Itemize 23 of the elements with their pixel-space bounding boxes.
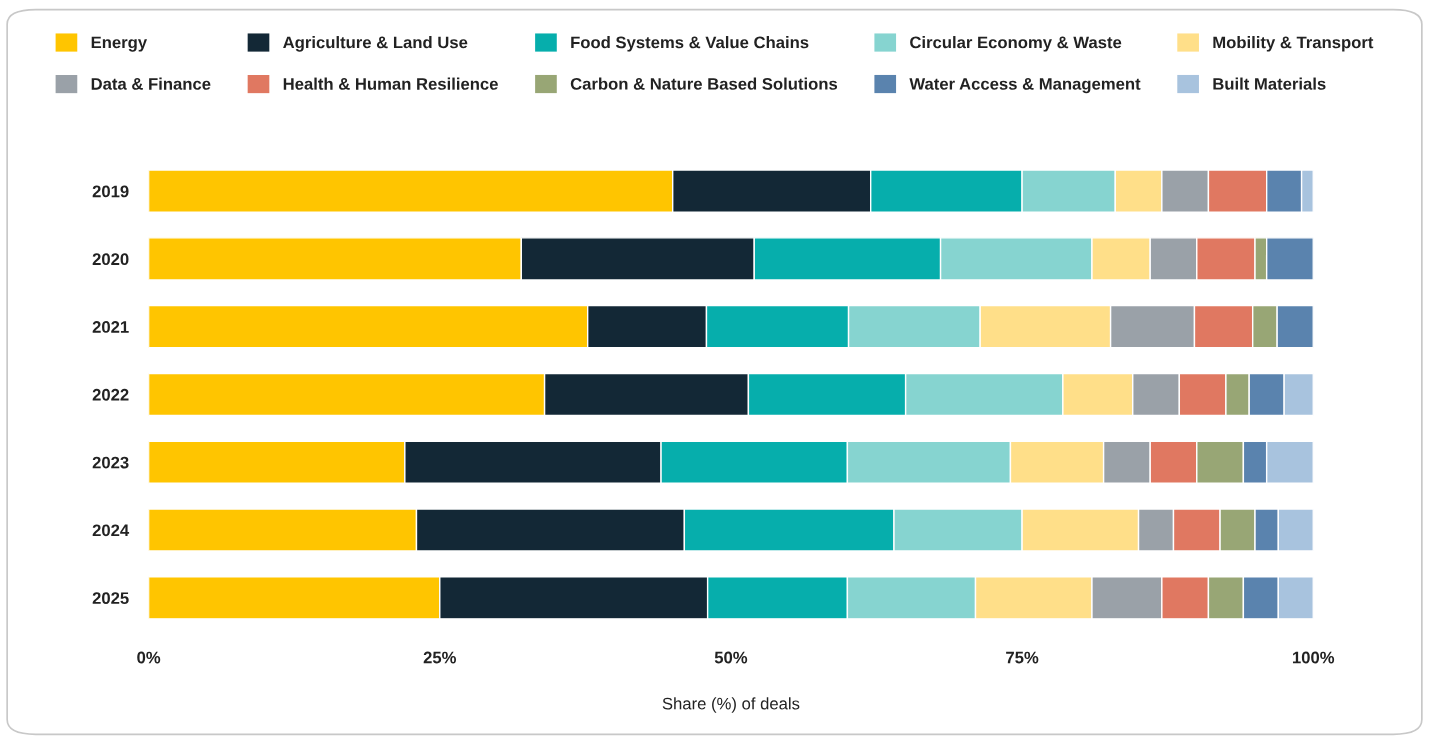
y-tick-label: 2023 — [92, 456, 129, 469]
x-axis-title: Share (%) of deals — [662, 697, 800, 713]
y-tick-label: 2020 — [92, 253, 129, 266]
y-tick-label: 2025 — [92, 592, 129, 605]
y-tick-label: 2021 — [92, 321, 129, 333]
x-tick-label: 25% — [423, 651, 457, 664]
y-tick-label: 2022 — [92, 388, 129, 401]
legend-label: Data & Finance — [91, 77, 211, 90]
legend-label: Food Systems & Value Chains — [571, 36, 809, 52]
legend-label: Mobility & Transport — [1213, 36, 1374, 52]
legend-label: Carbon & Nature Based Solutions — [570, 77, 838, 90]
legend-label: Circular Economy & Waste — [910, 36, 1122, 52]
legend-label: Built Materials — [1213, 77, 1326, 90]
x-tick-label: 75% — [1006, 651, 1039, 664]
legend-label: Agriculture & Land Use — [283, 36, 468, 52]
x-tick-label: 0% — [137, 651, 161, 664]
y-tick-label: 2019 — [92, 185, 129, 198]
legend-label: Energy — [91, 36, 148, 52]
legend-label: Health & Human Resilience — [283, 77, 498, 90]
x-tick-label: 100% — [1292, 651, 1335, 664]
legend-label: Water Access & Management — [909, 78, 1141, 94]
y-tick-label: 2024 — [92, 524, 130, 537]
x-tick-label: 50% — [714, 651, 748, 664]
